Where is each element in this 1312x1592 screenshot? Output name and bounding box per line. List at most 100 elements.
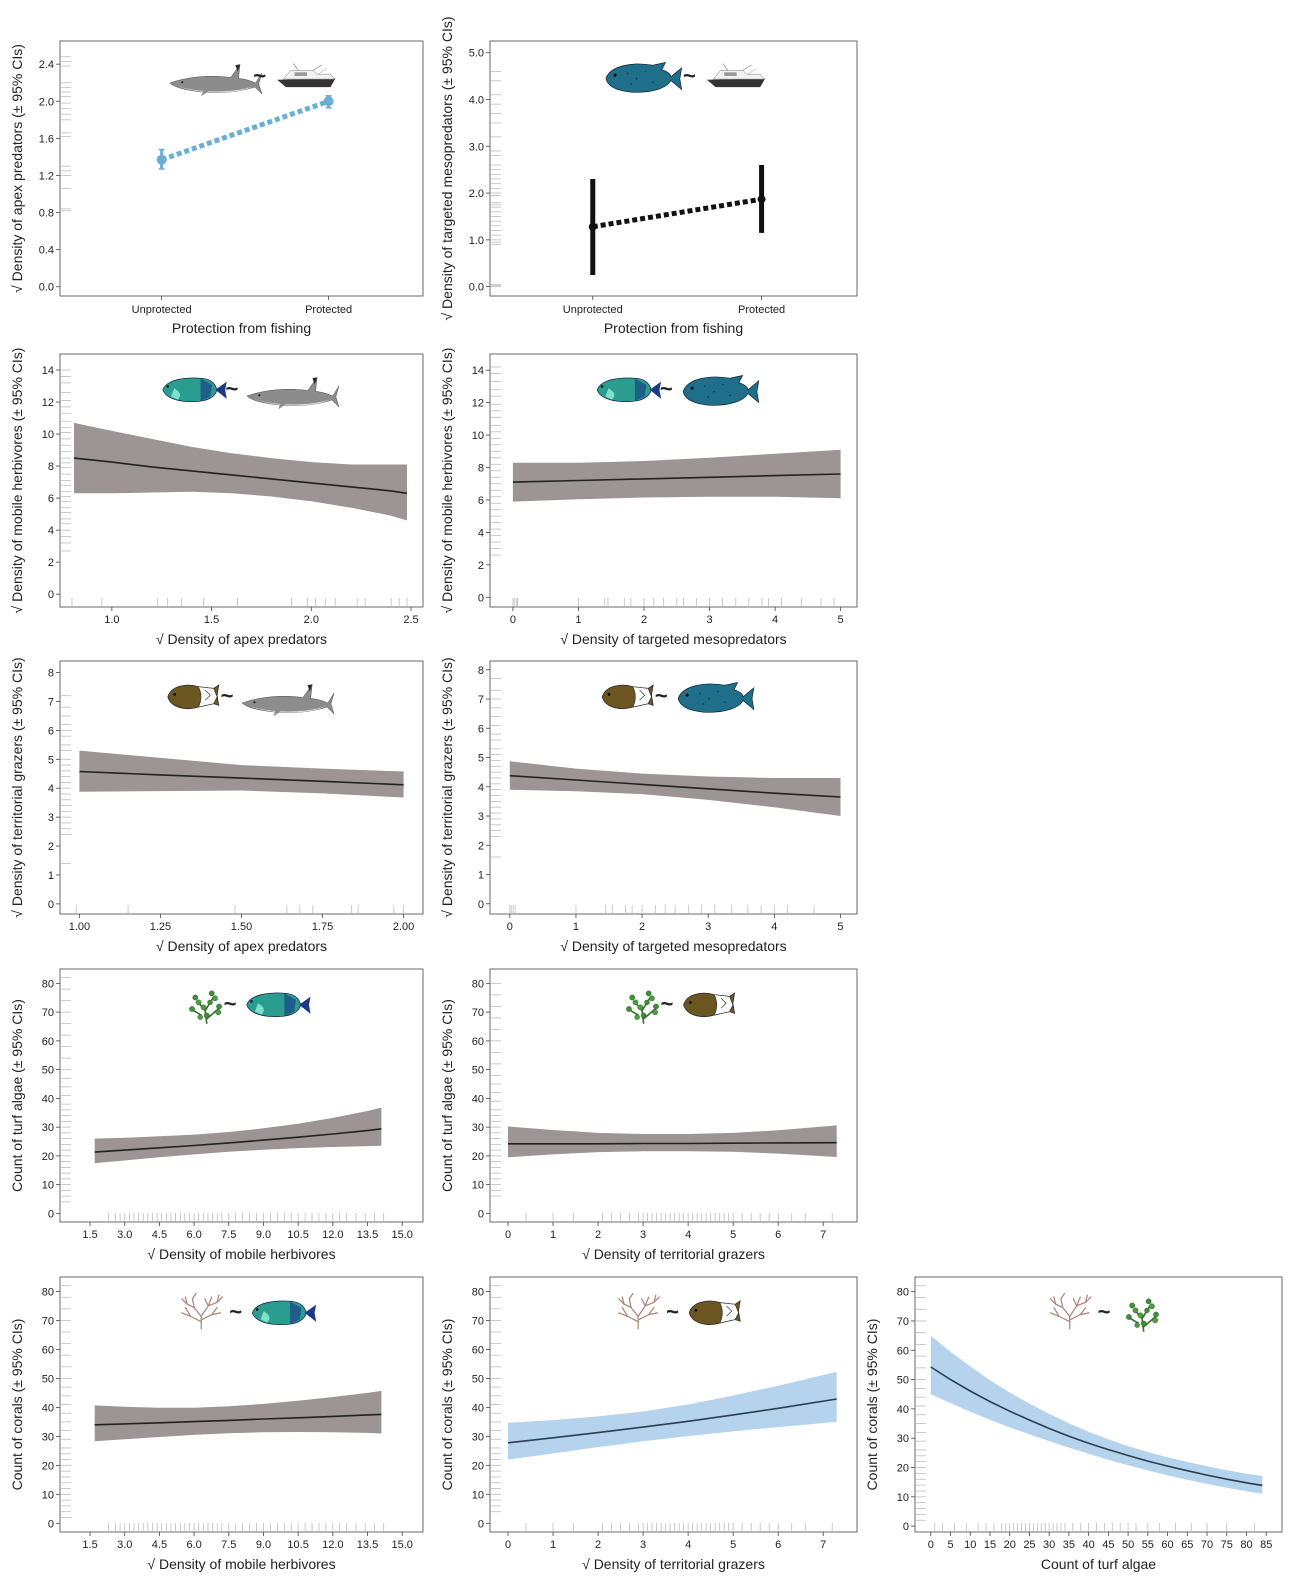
x-tick-label: 12.0 bbox=[322, 1229, 343, 1241]
x-tick-label: 25 bbox=[1023, 1539, 1035, 1551]
x-tick-label: 70 bbox=[1201, 1539, 1213, 1551]
y-tick-label: 60 bbox=[472, 1036, 484, 1048]
x-tick-label: 0 bbox=[928, 1539, 934, 1551]
x-tick-label: Protected bbox=[305, 304, 352, 316]
mean-point bbox=[156, 154, 167, 165]
y-tick-label: 5 bbox=[48, 754, 54, 766]
y-tick-label: 8 bbox=[48, 461, 54, 473]
x-tick-label: 1 bbox=[550, 1229, 556, 1241]
x-tick-label: 0 bbox=[510, 614, 516, 626]
x-tick-label: 1.25 bbox=[150, 921, 171, 933]
x-tick-label: 10.5 bbox=[287, 1539, 308, 1551]
grouper-icon bbox=[682, 375, 760, 406]
y-tick-label: 1 bbox=[478, 870, 484, 882]
x-tick-label: 15.0 bbox=[391, 1539, 412, 1551]
y-tick-label: 80 bbox=[42, 978, 54, 990]
y-tick-label: 2.0 bbox=[469, 188, 484, 200]
y-tick-label: 14 bbox=[42, 365, 54, 377]
y-tick-label: 6 bbox=[48, 725, 54, 737]
x-tick-label: Unprotected bbox=[563, 304, 623, 316]
mean-point bbox=[588, 222, 597, 231]
y-tick-label: 40 bbox=[42, 1402, 54, 1414]
x-tick-label: 4 bbox=[771, 921, 777, 933]
x-tick-label: 60 bbox=[1161, 1539, 1173, 1551]
confidence-band bbox=[508, 1125, 837, 1158]
y-tick-label: 0.0 bbox=[39, 282, 54, 294]
y-tick-label: 6 bbox=[478, 723, 484, 735]
y-tick-label: 4.0 bbox=[469, 94, 484, 106]
turf-algae-icon bbox=[1125, 1297, 1160, 1333]
grazer-fish-icon bbox=[688, 1300, 741, 1325]
y-tick-label: 40 bbox=[472, 1093, 484, 1105]
tilde-symbol: ~ bbox=[661, 991, 674, 1016]
x-tick-label: 3 bbox=[640, 1229, 646, 1241]
y-tick-label: 2 bbox=[478, 840, 484, 852]
y-tick-label: 30 bbox=[42, 1122, 54, 1134]
fitted-line bbox=[507, 1398, 837, 1444]
y-axis-label: Count of corals (± 95% CIs) bbox=[439, 1319, 455, 1491]
x-tick-label: 10 bbox=[964, 1539, 976, 1551]
x-tick-label: 6 bbox=[775, 1539, 781, 1551]
x-tick-label: 1.50 bbox=[231, 921, 252, 933]
x-tick-label: 55 bbox=[1142, 1539, 1154, 1551]
y-tick-label: 30 bbox=[42, 1431, 54, 1443]
shark-icon bbox=[169, 63, 263, 97]
y-tick-label: 0.8 bbox=[39, 208, 54, 220]
coral-icon bbox=[1049, 1292, 1092, 1330]
grouper-icon bbox=[677, 682, 755, 713]
coral-icon bbox=[618, 1292, 660, 1330]
y-tick-label: 0 bbox=[478, 1518, 484, 1530]
y-tick-label: 2.4 bbox=[39, 59, 54, 71]
tilde-symbol: ~ bbox=[229, 1299, 242, 1324]
x-tick-label: 6.0 bbox=[186, 1539, 201, 1551]
y-tick-label: 6 bbox=[478, 495, 484, 507]
y-tick-label: 20 bbox=[897, 1463, 909, 1475]
y-tick-label: 4 bbox=[48, 525, 54, 537]
x-tick-label: 75 bbox=[1221, 1539, 1233, 1551]
y-tick-label: 3.0 bbox=[469, 141, 484, 153]
y-axis-label: √ Density of territorial grazers (± 95% … bbox=[439, 657, 455, 917]
x-tick-label: 4 bbox=[685, 1539, 691, 1551]
y-tick-label: 60 bbox=[42, 1036, 54, 1048]
x-tick-label: Protected bbox=[738, 304, 785, 316]
y-axis-label: √ Density of mobile herbivores (± 95% CI… bbox=[439, 348, 455, 614]
y-tick-label: 70 bbox=[472, 1007, 484, 1019]
y-tick-label: 6 bbox=[48, 493, 54, 505]
y-tick-label: 50 bbox=[472, 1373, 484, 1385]
y-tick-label: 1.2 bbox=[39, 170, 54, 182]
tilde-symbol: ~ bbox=[224, 991, 237, 1016]
y-tick-label: 3 bbox=[48, 812, 54, 824]
x-tick-label: 2 bbox=[641, 614, 647, 626]
x-tick-label: 4 bbox=[685, 1229, 691, 1241]
y-tick-label: 5.0 bbox=[469, 48, 484, 60]
x-tick-label: 9.0 bbox=[256, 1229, 271, 1241]
chart-panel-p1: 0.0 0.4 0.8 1.2 1.6 2.0 2.4 Unprotected Protecte… bbox=[9, 40, 424, 336]
x-tick-label: 5 bbox=[730, 1229, 736, 1241]
y-axis-label: Count of corals (± 95% CIs) bbox=[9, 1319, 25, 1491]
x-tick-label: 85 bbox=[1260, 1539, 1272, 1551]
mean-point bbox=[323, 96, 334, 107]
x-tick-label: 2.0 bbox=[304, 614, 319, 626]
x-tick-label: 1.5 bbox=[82, 1229, 97, 1241]
x-tick-label: 2 bbox=[595, 1229, 601, 1241]
x-tick-label: 1.0 bbox=[104, 614, 119, 626]
fitted-line bbox=[508, 1141, 837, 1145]
y-tick-label: 1 bbox=[48, 870, 54, 882]
parrotfish-icon bbox=[251, 1300, 317, 1326]
x-tick-label: 12.0 bbox=[322, 1539, 343, 1551]
x-tick-label: 15 bbox=[984, 1539, 996, 1551]
tilde-symbol: ~ bbox=[1098, 1299, 1111, 1324]
x-tick-label: 13.5 bbox=[357, 1539, 378, 1551]
confidence-band bbox=[79, 750, 404, 798]
x-tick-label: Unprotected bbox=[132, 304, 192, 316]
chart-panel-p7: 0 10 20 30 40 50 60 70 80 1.5 3.0 4.5 6.0 7.5 9.0 10.5 1… bbox=[9, 968, 424, 1262]
shark-icon bbox=[246, 376, 340, 410]
tilde-symbol: ~ bbox=[655, 683, 668, 708]
boat-icon bbox=[706, 63, 766, 88]
y-tick-label: 60 bbox=[472, 1344, 484, 1356]
turf-algae-icon bbox=[188, 989, 223, 1025]
boat-icon bbox=[276, 63, 336, 88]
y-tick-label: 0 bbox=[478, 592, 484, 604]
y-tick-label: 80 bbox=[42, 1286, 54, 1298]
y-axis-label: Count of turf algae (± 95% CIs) bbox=[9, 999, 25, 1192]
